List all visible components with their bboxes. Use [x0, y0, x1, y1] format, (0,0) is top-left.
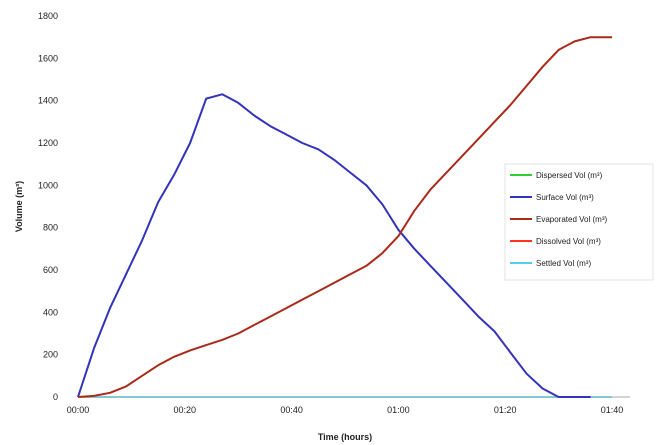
x-tick-label: 01:40 — [601, 405, 624, 415]
y-tick-label: 1600 — [38, 53, 58, 63]
x-tick-label: 00:20 — [174, 405, 197, 415]
series-line-1 — [77, 93, 591, 398]
y-tick-label: 800 — [43, 223, 58, 233]
legend: Dispersed Vol (m³) Surface Vol (m³) Evapor… — [504, 163, 654, 281]
y-tick-label: 200 — [43, 350, 58, 360]
y-tick-label: 1000 — [38, 180, 58, 190]
y-tick-labels: 0 200 400 600 800 1000 1200 1400 1600 1800 — [38, 11, 58, 402]
legend-label: Dissolved Vol (m³) — [536, 237, 601, 246]
y-tick-label: 600 — [43, 265, 58, 275]
y-tick-label: 1200 — [38, 138, 58, 148]
x-axis-title: Time (hours) — [318, 432, 372, 442]
x-tick-label: 01:20 — [494, 405, 517, 415]
y-tick-label: 1800 — [38, 11, 58, 21]
legend-label: Surface Vol (m³) — [536, 193, 594, 202]
x-tick-labels: 00:00 00:20 00:40 01:00 01:20 01:40 — [67, 405, 624, 415]
series-lines — [77, 36, 612, 398]
legend-label: Settled Vol (m³) — [536, 259, 591, 268]
legend-box — [504, 163, 654, 281]
legend-label: Evaporated Vol (m³) — [536, 215, 607, 224]
y-tick-label: 0 — [53, 392, 58, 402]
y-tick-label: 400 — [43, 307, 58, 317]
y-tick-label: 1400 — [38, 96, 58, 106]
y-axis-title: Volume (m³) — [14, 181, 24, 232]
x-tick-label: 00:40 — [280, 405, 303, 415]
x-tick-label: 00:00 — [67, 405, 90, 415]
legend-label: Dispersed Vol (m³) — [536, 171, 603, 180]
series-line-2 — [77, 36, 612, 398]
x-tick-label: 01:00 — [387, 405, 410, 415]
